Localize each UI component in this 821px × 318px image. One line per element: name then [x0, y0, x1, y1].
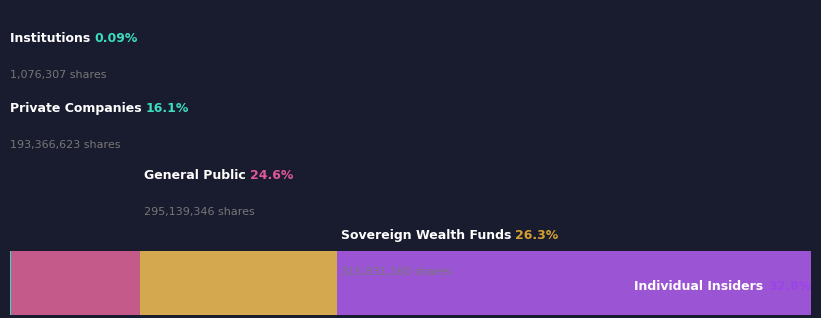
Bar: [140, 251, 337, 315]
Text: Private Companies: Private Companies: [10, 102, 146, 115]
Text: 32.8%: 32.8%: [768, 280, 811, 293]
Text: 26.3%: 26.3%: [516, 229, 559, 242]
Text: 24.6%: 24.6%: [250, 169, 293, 182]
Text: 16.1%: 16.1%: [146, 102, 189, 115]
Text: Individual Insiders: Individual Insiders: [635, 280, 768, 293]
Bar: [548, 251, 811, 315]
Bar: [337, 251, 548, 315]
Text: 1,076,307 shares: 1,076,307 shares: [10, 70, 107, 80]
Text: Sovereign Wealth Funds: Sovereign Wealth Funds: [341, 229, 516, 242]
Text: 0.09%: 0.09%: [94, 32, 138, 45]
Text: 315,831,160 shares: 315,831,160 shares: [341, 267, 451, 277]
Text: 193,366,623 shares: 193,366,623 shares: [10, 140, 121, 150]
Bar: [11, 251, 140, 315]
Text: General Public: General Public: [144, 169, 250, 182]
Text: Institutions: Institutions: [10, 32, 94, 45]
Text: 295,139,346 shares: 295,139,346 shares: [144, 207, 255, 217]
